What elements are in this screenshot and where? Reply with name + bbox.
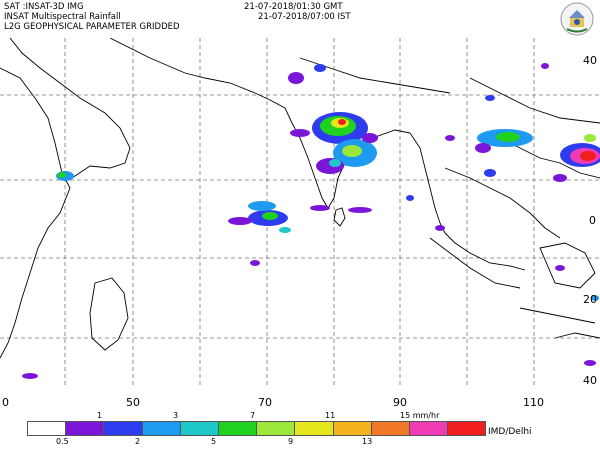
colorbar-label: 15 mm/hr: [400, 411, 440, 420]
lat-tick-label: 20: [583, 293, 597, 306]
colorbar-swatch: [179, 421, 219, 436]
lat-tick-label: 40: [583, 374, 597, 387]
colorbar-swatch: [141, 421, 181, 436]
colorbar-swatch: [294, 421, 334, 436]
colorbar-label: 3: [173, 411, 179, 420]
colorbar-swatch: [218, 421, 258, 436]
satellite-label: SAT :INSAT-3D IMG: [4, 2, 84, 12]
colorbar-label: 1: [97, 411, 103, 420]
credit-label: IMD/Delhi: [488, 427, 532, 437]
gmt-time: 21-07-2018/01:30 GMT: [244, 2, 343, 12]
lat-tick-label: 0: [589, 214, 596, 227]
colorbar-label: 7: [250, 411, 256, 420]
coastlines: [0, 38, 600, 359]
level-label: L2G GEOPHYSICAL PARAMETER GRIDDED: [4, 22, 180, 32]
colorbar-label: 2: [135, 437, 141, 446]
colorbar-label: 13: [362, 437, 373, 446]
colorbar-label: 5: [211, 437, 217, 446]
colorbar-label: 0.5: [56, 437, 69, 446]
colorbar-swatch: [27, 421, 67, 436]
rainfall-map: [0, 38, 600, 388]
imd-logo-icon: [560, 2, 594, 36]
colorbar-swatch: [447, 421, 487, 436]
colorbar-label: 9: [288, 437, 294, 446]
rainfall-patches: [22, 63, 600, 379]
colorbar-swatch: [103, 421, 143, 436]
colorbar-label: 11: [325, 411, 336, 420]
lon-tick-label: 90: [393, 396, 407, 409]
lon-tick-label: 110: [523, 396, 544, 409]
product-label: INSAT Multispectral Rainfall: [4, 12, 121, 22]
ist-time: 21-07-2018/07:00 IST: [258, 12, 351, 22]
lon-tick-label: 0: [2, 396, 9, 409]
lon-tick-label: 70: [258, 396, 272, 409]
colorbar-swatch: [332, 421, 372, 436]
lon-tick-label: 50: [126, 396, 140, 409]
colorbar-swatch: [370, 421, 410, 436]
colorbar-swatch: [65, 421, 105, 436]
colorbar-swatch: [256, 421, 296, 436]
lat-tick-label: 40: [583, 54, 597, 67]
colorbar-swatch: [409, 421, 449, 436]
